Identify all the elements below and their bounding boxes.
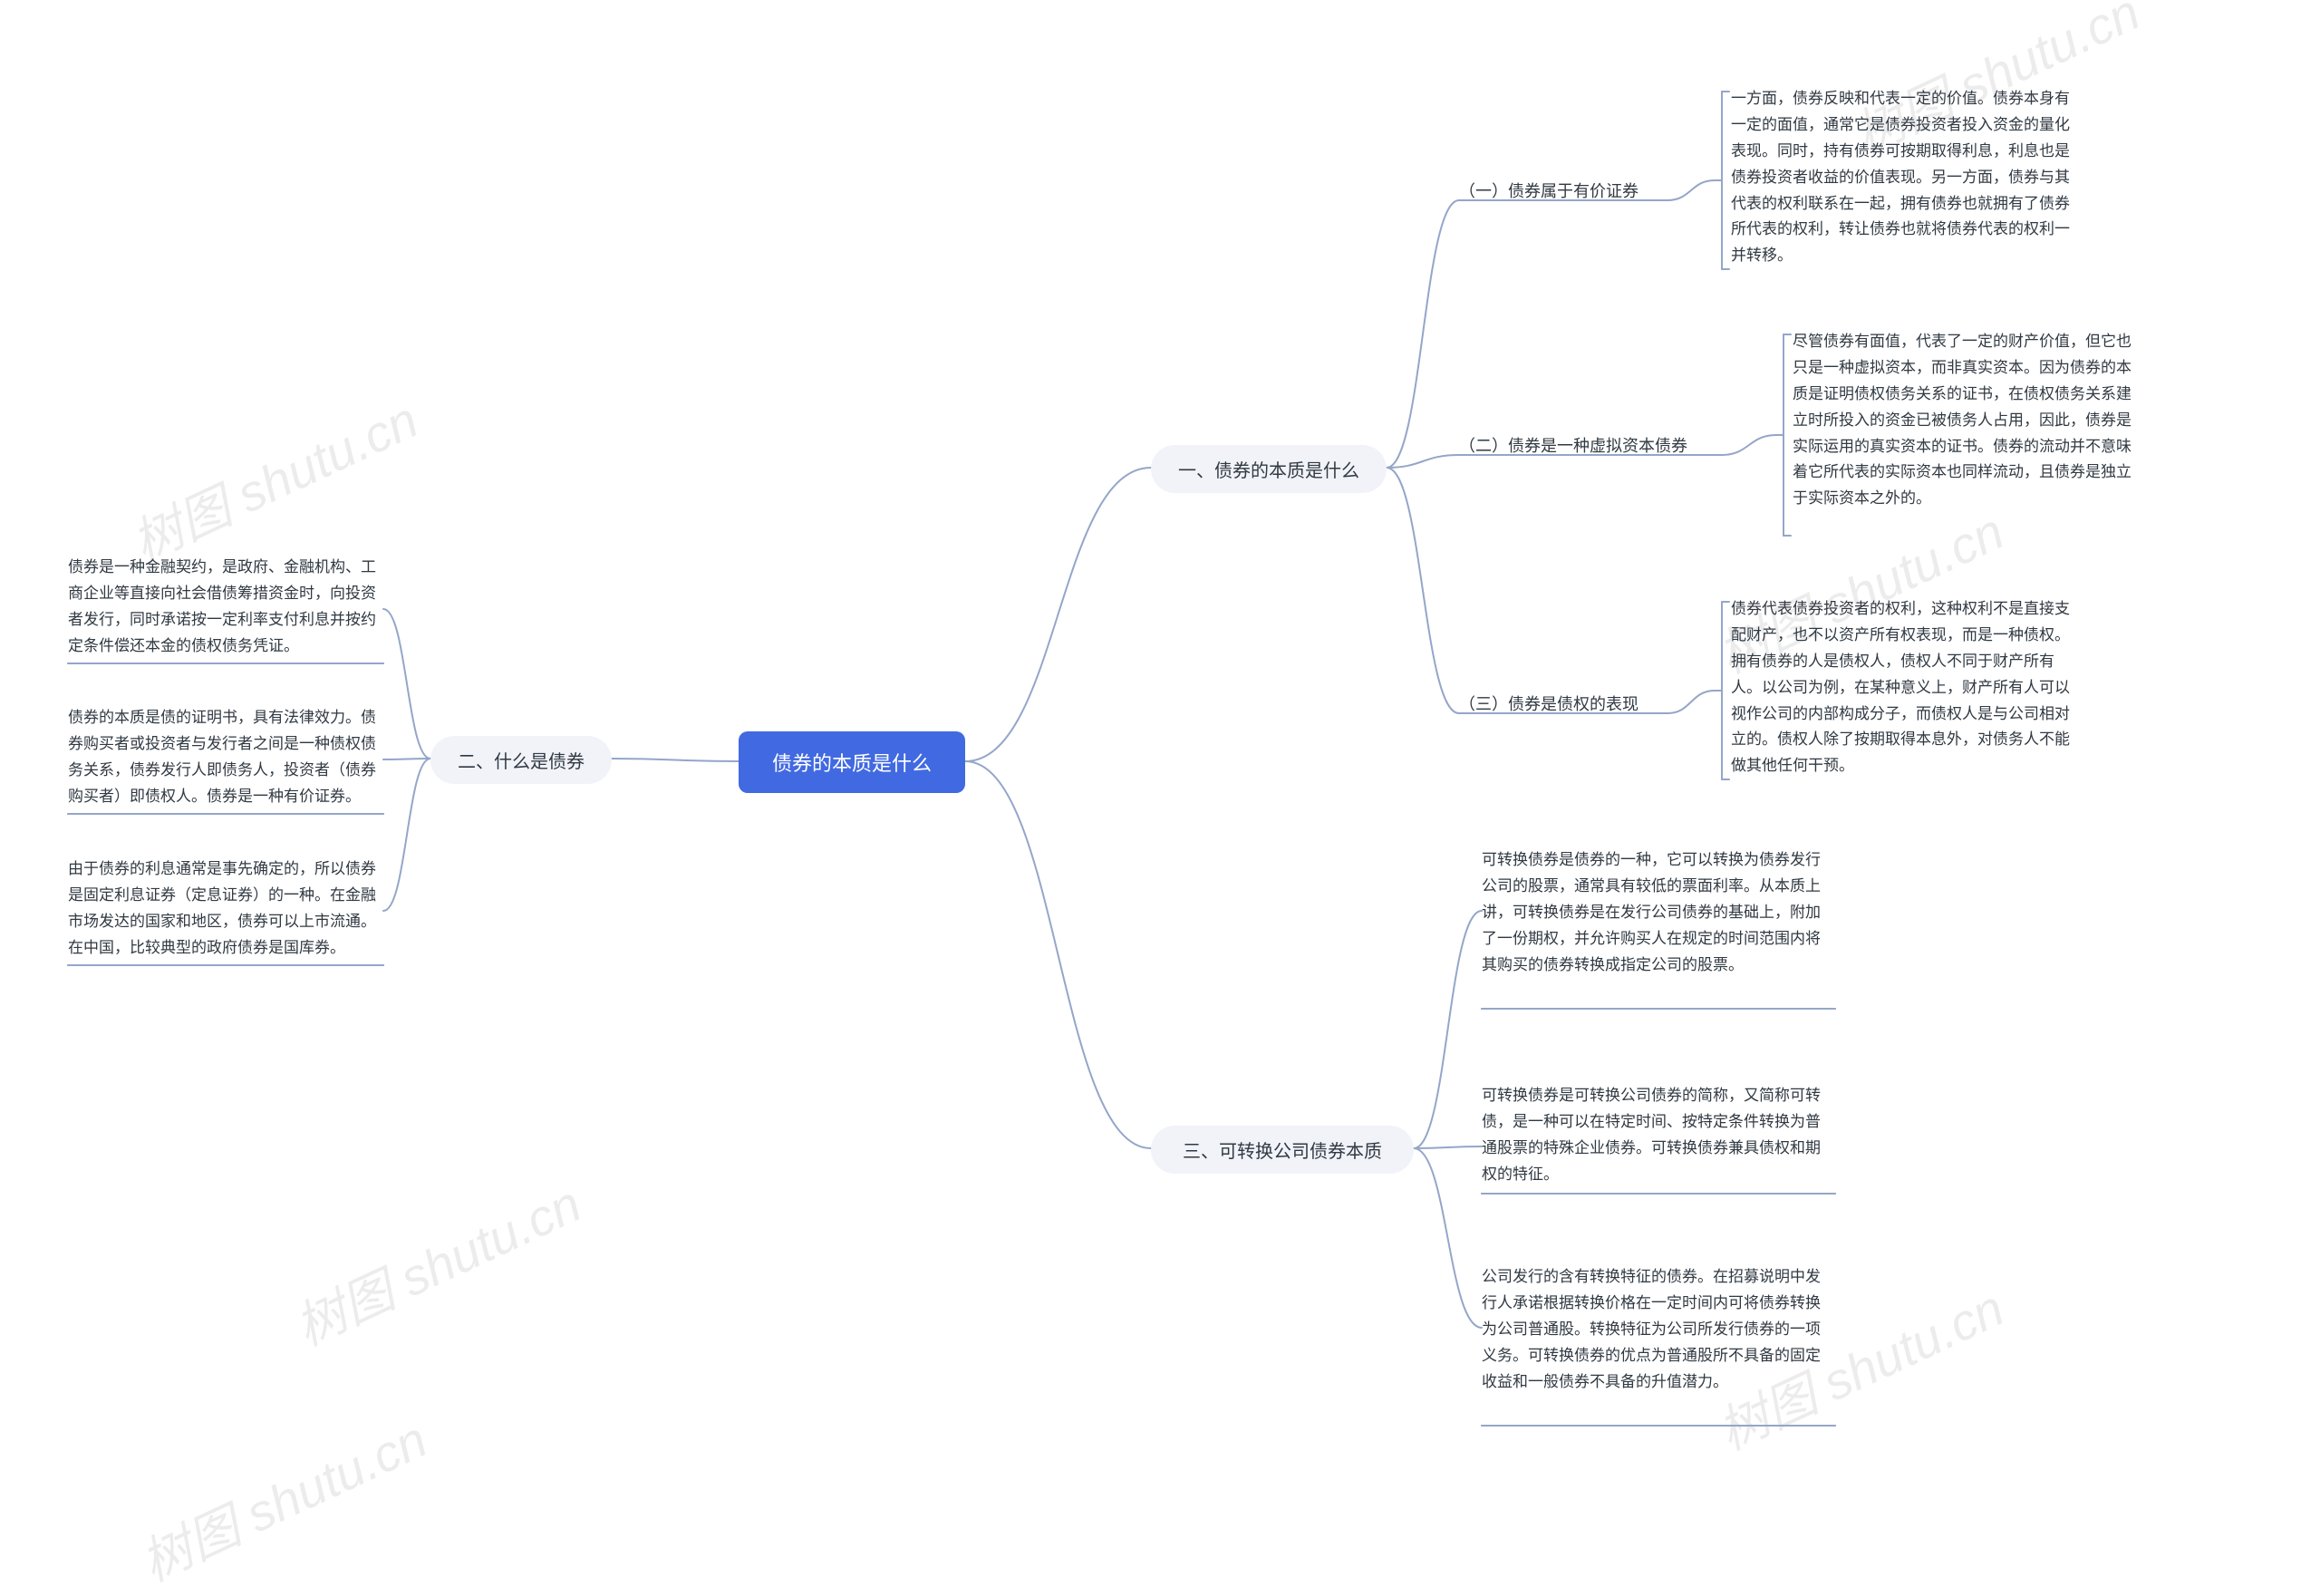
sub-1a[interactable]: （一）债券属于有价证券 <box>1459 179 1668 202</box>
sub-1b[interactable]: （二）债券是一种虚拟资本债券 <box>1459 433 1722 457</box>
leaf-2b: 债券的本质是债的证明书，具有法律效力。债券购买者或投资者与发行者之间是一种债权债… <box>68 705 383 810</box>
root-node[interactable]: 债券的本质是什么 <box>739 731 965 793</box>
leaf-2a: 债券是一种金融契约，是政府、金融机构、工商企业等直接向社会借债筹措资金时，向投资… <box>68 555 383 660</box>
leaf-3a: 可转换债券是债券的一种，它可以转换为债券发行公司的股票，通常具有较低的票面利率。… <box>1482 847 1835 978</box>
branch-1-essence[interactable]: 一、债券的本质是什么 <box>1151 445 1387 493</box>
leaf-2c: 由于债券的利息通常是事先确定的，所以债券是固定利息证券（定息证券）的一种。在金融… <box>68 856 383 962</box>
leaf-3b: 可转换债券是可转换公司债券的简称，又简称可转债，是一种可以在特定时间、按特定条件… <box>1482 1083 1835 1188</box>
branch-2-whatis[interactable]: 二、什么是债券 <box>430 736 612 784</box>
leaf-1a: 一方面，债券反映和代表一定的价值。债券本身有一定的面值，通常它是债券投资者投入资… <box>1731 86 2084 269</box>
branch-3-convertible[interactable]: 三、可转换公司债券本质 <box>1151 1126 1414 1174</box>
sub-1c[interactable]: （三）债券是债权的表现 <box>1459 692 1668 715</box>
leaf-1b: 尽管债券有面值，代表了一定的财产价值，但它也只是一种虚拟资本，而非真实资本。因为… <box>1793 329 2146 512</box>
leaf-1c: 债券代表债券投资者的权利，这种权利不是直接支配财产，也不以资产所有权表现，而是一… <box>1731 596 2084 779</box>
leaf-3c: 公司发行的含有转换特征的债券。在招募说明中发行人承诺根据转换价格在一定时间内可将… <box>1482 1264 1835 1395</box>
